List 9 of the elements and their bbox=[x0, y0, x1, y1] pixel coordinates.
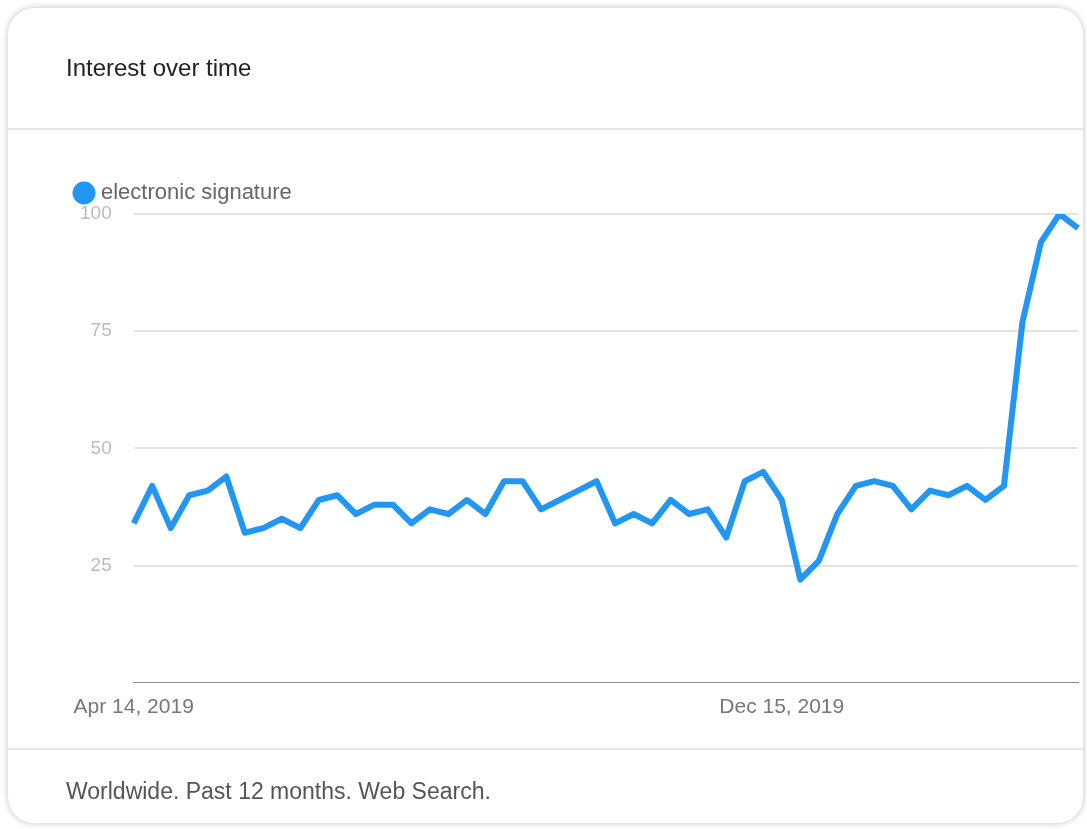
x-tick-label: Dec 15, 2019 bbox=[719, 694, 845, 718]
y-tick-label: 75 bbox=[90, 319, 112, 341]
x-tick-label: Apr 14, 2019 bbox=[73, 694, 194, 718]
y-tick-label: 50 bbox=[90, 436, 112, 458]
y-tick-label: 100 bbox=[80, 202, 112, 224]
text: Worldwide. Past 12 months. Web Search. bbox=[66, 778, 492, 805]
y-tick-label: 25 bbox=[90, 553, 112, 575]
legend-label: electronic signature bbox=[101, 179, 292, 205]
chart-title: Interest over time bbox=[66, 54, 252, 82]
